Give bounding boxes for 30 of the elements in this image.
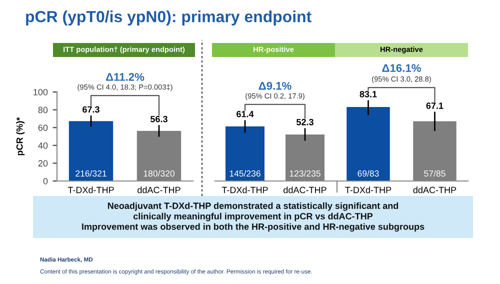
text: Δ16.1% bbox=[382, 64, 421, 72]
annotation: 180/320 bbox=[144, 170, 174, 177]
data-label: 83.1 bbox=[360, 90, 377, 98]
y-tick-label: 40 bbox=[38, 142, 48, 149]
y-tick-label: 60 bbox=[38, 124, 48, 131]
x-tick-label: ddAC-THP bbox=[138, 186, 180, 194]
text: Δ9.1% bbox=[258, 82, 292, 90]
x-tick-label: T-DXd-THP bbox=[68, 186, 114, 194]
data-label: 52.3 bbox=[296, 118, 314, 126]
data-label: 61.4 bbox=[236, 110, 254, 118]
x-tick-label: ddAC-THP bbox=[284, 186, 326, 194]
y-tick-label: 0 bbox=[43, 178, 48, 184]
annotation: 69/83 bbox=[358, 170, 379, 177]
annotation: 57/85 bbox=[424, 170, 446, 177]
text: Neoadjuvant T-DXd-THP demonstrated a statistically significant and clinically meaningful improvement in pCR vs ddAC-THP Improvement was observed in both the HR-positive and HR-negative subgroups bbox=[82, 202, 424, 232]
data-label: 67.1 bbox=[426, 102, 444, 109]
annotation: 123/235 bbox=[290, 170, 320, 177]
x-tick-label: T-DXd-THP bbox=[345, 186, 392, 194]
data-label: 56.3 bbox=[150, 116, 168, 122]
x-tick-label: T-DXd-THP bbox=[222, 186, 268, 194]
chart-title: pCR (ypT0/is ypN0): primary endpoint bbox=[26, 10, 312, 26]
text: Δ11.2% bbox=[106, 73, 144, 81]
annotation: 216/321 bbox=[76, 170, 106, 177]
y-tick-label: 80 bbox=[38, 106, 48, 114]
y-tick-label: 20 bbox=[38, 160, 48, 167]
data-label: 67.3 bbox=[82, 106, 100, 113]
annotation: 145/236 bbox=[230, 170, 260, 177]
y-axis-title: pCR (%)* bbox=[16, 117, 25, 156]
y-tick-label: 100 bbox=[34, 88, 48, 96]
x-tick-label: ddAC-THP bbox=[413, 186, 456, 194]
